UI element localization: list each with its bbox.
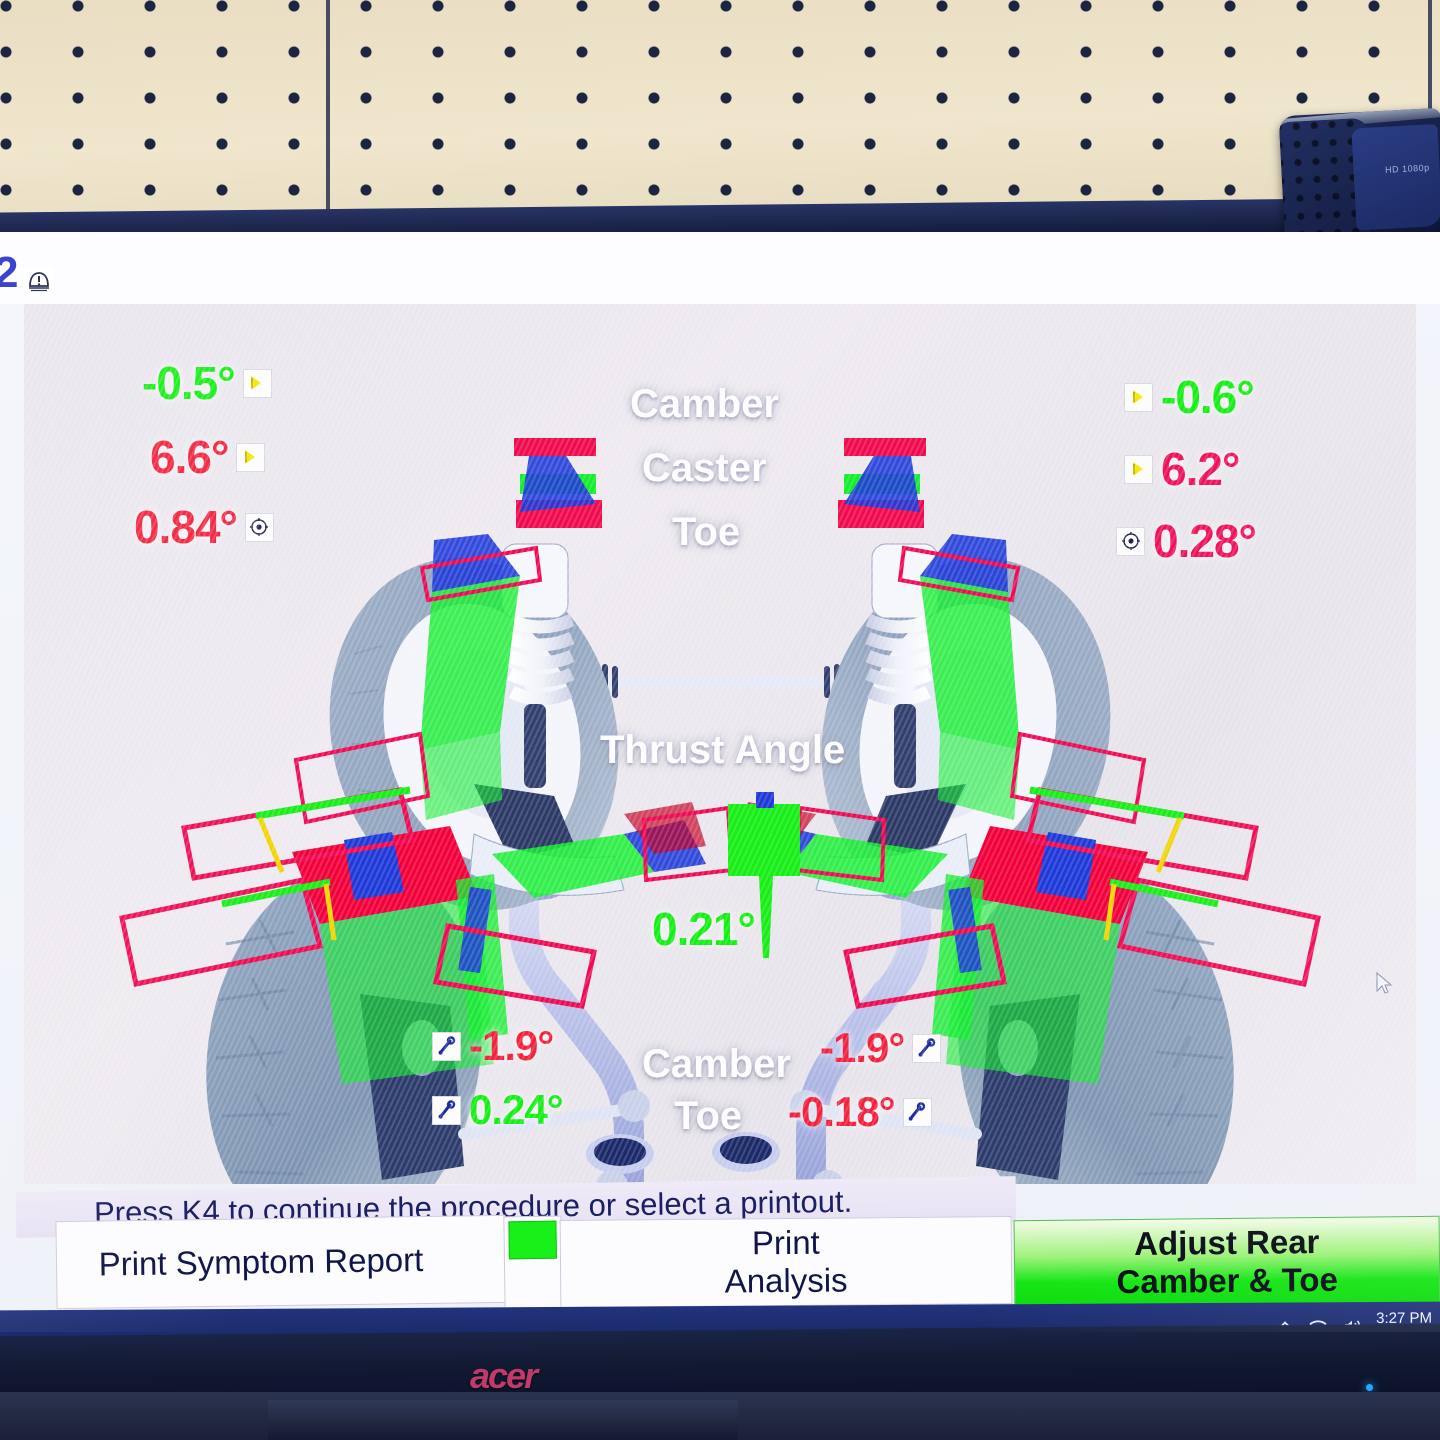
monitor-brand-logo: acer <box>470 1355 538 1396</box>
wrench-icon <box>912 1033 942 1063</box>
tpms-warning-icon <box>24 266 54 296</box>
print-symptom-report-label: Print Symptom Report <box>98 1241 424 1283</box>
mouse-cursor <box>1376 971 1394 996</box>
target-icon <box>244 512 274 542</box>
monitor-screen: 2 <box>0 232 1440 1332</box>
power-led <box>1366 1384 1373 1391</box>
label-camber-rear: Camber <box>642 1042 791 1086</box>
rear-left-camber[interactable]: -1.9° <box>432 1022 554 1070</box>
function-button-bar: Print Symptom Report Print Analysis Adju… <box>0 1214 1440 1315</box>
pegboard-seam <box>326 0 330 232</box>
front-left-camber[interactable]: -0.5° <box>142 356 272 410</box>
front-right-camber[interactable]: -0.6° <box>1124 370 1255 424</box>
alignment-diagram: Camber Caster Toe Thrust Angle Camber To… <box>24 304 1416 1184</box>
front-right-caster[interactable]: 6.2° <box>1124 442 1240 496</box>
print-analysis-label-line2: Analysis <box>724 1261 848 1300</box>
caliper-adjust-icon <box>1124 454 1153 484</box>
front-left-caster[interactable]: 6.6° <box>150 430 266 484</box>
label-toe-front: Toe <box>672 510 741 554</box>
label-thrust-angle: Thrust Angle <box>600 728 846 772</box>
caliper-adjust-icon <box>1124 382 1153 412</box>
wrench-icon <box>432 1095 461 1125</box>
app-titlebar: 2 <box>0 232 1440 304</box>
rear-left-toe[interactable]: 0.24° <box>432 1086 564 1134</box>
caliper-adjust-icon <box>242 368 272 398</box>
label-camber-front: Camber <box>630 382 779 426</box>
adjust-rear-camber-toe-button[interactable]: Adjust Rear Camber & Toe <box>1013 1215 1440 1309</box>
label-toe-rear: Toe <box>674 1094 743 1138</box>
webcam-lens-panel <box>1351 124 1440 231</box>
adjust-rear-label-line1: Adjust Rear <box>1133 1223 1320 1263</box>
front-left-toe[interactable]: 0.84° <box>134 500 274 554</box>
pegboard-wall <box>0 0 1440 232</box>
wall-trim <box>0 197 1440 232</box>
target-icon <box>1116 526 1145 556</box>
rear-right-toe[interactable]: -0.18° <box>788 1088 932 1136</box>
print-symptom-report-button[interactable]: Print Symptom Report <box>55 1214 507 1310</box>
wrench-icon <box>432 1031 461 1061</box>
monitor-stand <box>268 1400 738 1440</box>
caliper-adjust-icon <box>236 442 266 472</box>
print-analysis-button[interactable]: Print Analysis <box>559 1216 1013 1308</box>
status-indicator-cell[interactable] <box>503 1215 563 1315</box>
print-analysis-label-line1: Print <box>751 1223 820 1262</box>
adjust-rear-label-line2: Camber & Toe <box>1116 1260 1339 1301</box>
rear-right-camber[interactable]: -1.9° <box>820 1024 942 1072</box>
front-right-toe[interactable]: 0.28° <box>1116 514 1257 568</box>
wrench-icon <box>902 1097 932 1127</box>
vehicle-suspension-graphic <box>119 438 1321 1184</box>
webcam: HD 1080p <box>1278 107 1440 249</box>
tab-number: 2 <box>0 248 19 297</box>
green-status-chip <box>508 1220 557 1260</box>
thrust-angle-value: 0.21° <box>652 903 756 955</box>
label-caster-front: Caster <box>642 446 767 490</box>
